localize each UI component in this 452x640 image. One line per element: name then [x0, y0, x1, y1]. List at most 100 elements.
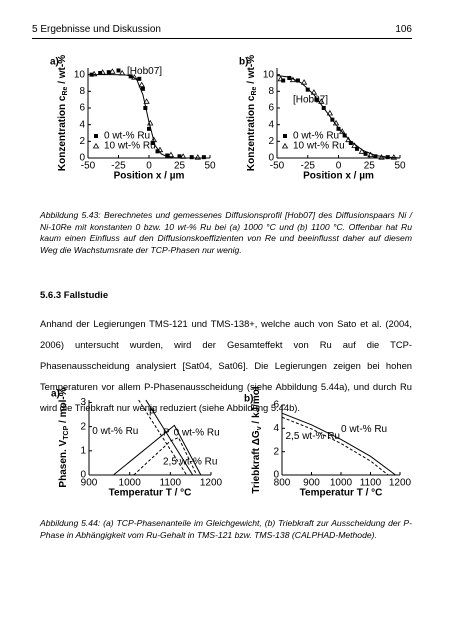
marker [295, 78, 300, 83]
panel-label: a) [51, 389, 60, 400]
panel-label: b) [239, 57, 248, 68]
y-axis-label-unit: / wt-% [246, 55, 257, 87]
y-axis-label-sub: Re [62, 86, 69, 95]
x-tick-label: 1100 [160, 478, 182, 489]
y-tick-label: 8 [79, 86, 85, 97]
x-tick-label: -50 [81, 161, 96, 172]
x-axis-label: Position x / µm [303, 171, 374, 182]
x-tick-label: 0 [146, 161, 152, 172]
marker [281, 142, 289, 149]
marker [167, 151, 175, 158]
x-tick-label: -50 [270, 161, 285, 172]
marker [109, 68, 116, 74]
marker [150, 141, 155, 145]
y-axis-label-unit: / mol-% [58, 387, 69, 425]
y-axis-label-sub: TCP [63, 425, 70, 439]
line [281, 412, 396, 476]
annotation: μ [149, 406, 155, 417]
marker [137, 76, 142, 81]
header-left: 5 Ergebnisse und Diskussion [32, 24, 161, 35]
x-tick-label: 0 [336, 161, 342, 172]
line [113, 424, 202, 476]
marker [143, 106, 148, 110]
annotation: 0 wt-% Ru [174, 427, 220, 438]
x-tick-label: 50 [204, 161, 216, 172]
y-axis-label: Konzentration cRe / wt-% [57, 55, 70, 171]
marker [106, 70, 111, 75]
y-tick-label: 4 [79, 119, 85, 130]
annotation: [Hob07] [127, 66, 162, 77]
marker [165, 153, 170, 158]
x-tick-label: 900 [81, 478, 98, 489]
header-right: 106 [395, 24, 412, 35]
annotation: 0 wt-% Ru [341, 424, 387, 435]
annotation: [Hob07] [293, 94, 328, 105]
line [276, 75, 401, 159]
x-tick-label: 800 [274, 478, 291, 489]
marker [128, 74, 133, 79]
y-axis-label-sub: v [256, 426, 263, 430]
marker [194, 154, 201, 160]
y-tick-label: 1 [80, 445, 86, 456]
panel-label: b) [244, 394, 253, 405]
panel-label: a) [50, 57, 59, 68]
marker [138, 81, 145, 88]
marker [326, 109, 334, 116]
marker [358, 148, 366, 154]
x-tick-label: 900 [303, 478, 320, 489]
y-tick-label: 6 [79, 103, 85, 114]
caption: Abbildung 5.43: Berechnetes und gemessen… [40, 210, 412, 255]
y-tick-label: 2 [273, 446, 279, 457]
y-axis-label: Konzentration cRe / wt-% [246, 55, 259, 171]
x-tick-label: 1200 [200, 478, 223, 489]
line [88, 74, 210, 159]
y-tick-label: 10 [74, 69, 86, 80]
y-tick-label: 2 [79, 136, 85, 147]
y-axis-label-unit: / kJ/mol [251, 386, 262, 426]
marker [342, 133, 347, 138]
marker [201, 155, 206, 160]
marker [177, 154, 182, 159]
y-tick-label: 6 [268, 103, 274, 114]
marker [318, 98, 325, 104]
marker [277, 75, 284, 82]
marker [92, 142, 100, 149]
marker [98, 71, 103, 75]
marker [287, 76, 292, 80]
legend-label: 10 wt-% Ru [293, 141, 345, 152]
y-tick-label: 0 [79, 153, 85, 164]
y-axis-label-sub: Re [251, 86, 258, 95]
x-axis-label: Temperatur T / °C [109, 488, 192, 499]
x-tick-label: 1100 [360, 478, 382, 489]
header-rule [32, 38, 412, 39]
legend-label: 0 wt-% Ru [104, 131, 150, 142]
y-axis-label-text: Phasen. V [58, 439, 69, 487]
marker [354, 146, 359, 151]
x-tick-label: 1000 [330, 478, 353, 489]
y-tick-label: 8 [268, 86, 274, 97]
y-axis-label-text: Konzentration c [57, 95, 68, 171]
marker [116, 68, 121, 73]
x-tick-label: 25 [364, 161, 376, 172]
marker [378, 154, 385, 160]
x-tick-label: 25 [174, 161, 186, 172]
marker [94, 134, 98, 138]
x-tick-label: 1000 [119, 478, 142, 489]
y-axis-label-text: Triebkraft ΔG [251, 430, 262, 494]
y-tick-label: 2 [80, 421, 86, 432]
marker [283, 134, 287, 138]
y-tick-label: 0 [268, 153, 274, 164]
marker [189, 155, 194, 160]
legend-label: 0 wt-% Ru [293, 131, 339, 142]
y-tick-label: 4 [273, 423, 279, 434]
legend-label: 10 wt-% Ru [104, 141, 156, 152]
y-tick-label: 0 [273, 470, 279, 481]
y-axis-label: Triebkraft ΔGv / kJ/mol [251, 386, 264, 493]
marker [363, 151, 368, 156]
marker [143, 98, 150, 104]
y-tick-label: 2 [268, 136, 274, 147]
x-tick-label: -25 [111, 161, 126, 172]
y-tick-label: 10 [263, 69, 275, 80]
